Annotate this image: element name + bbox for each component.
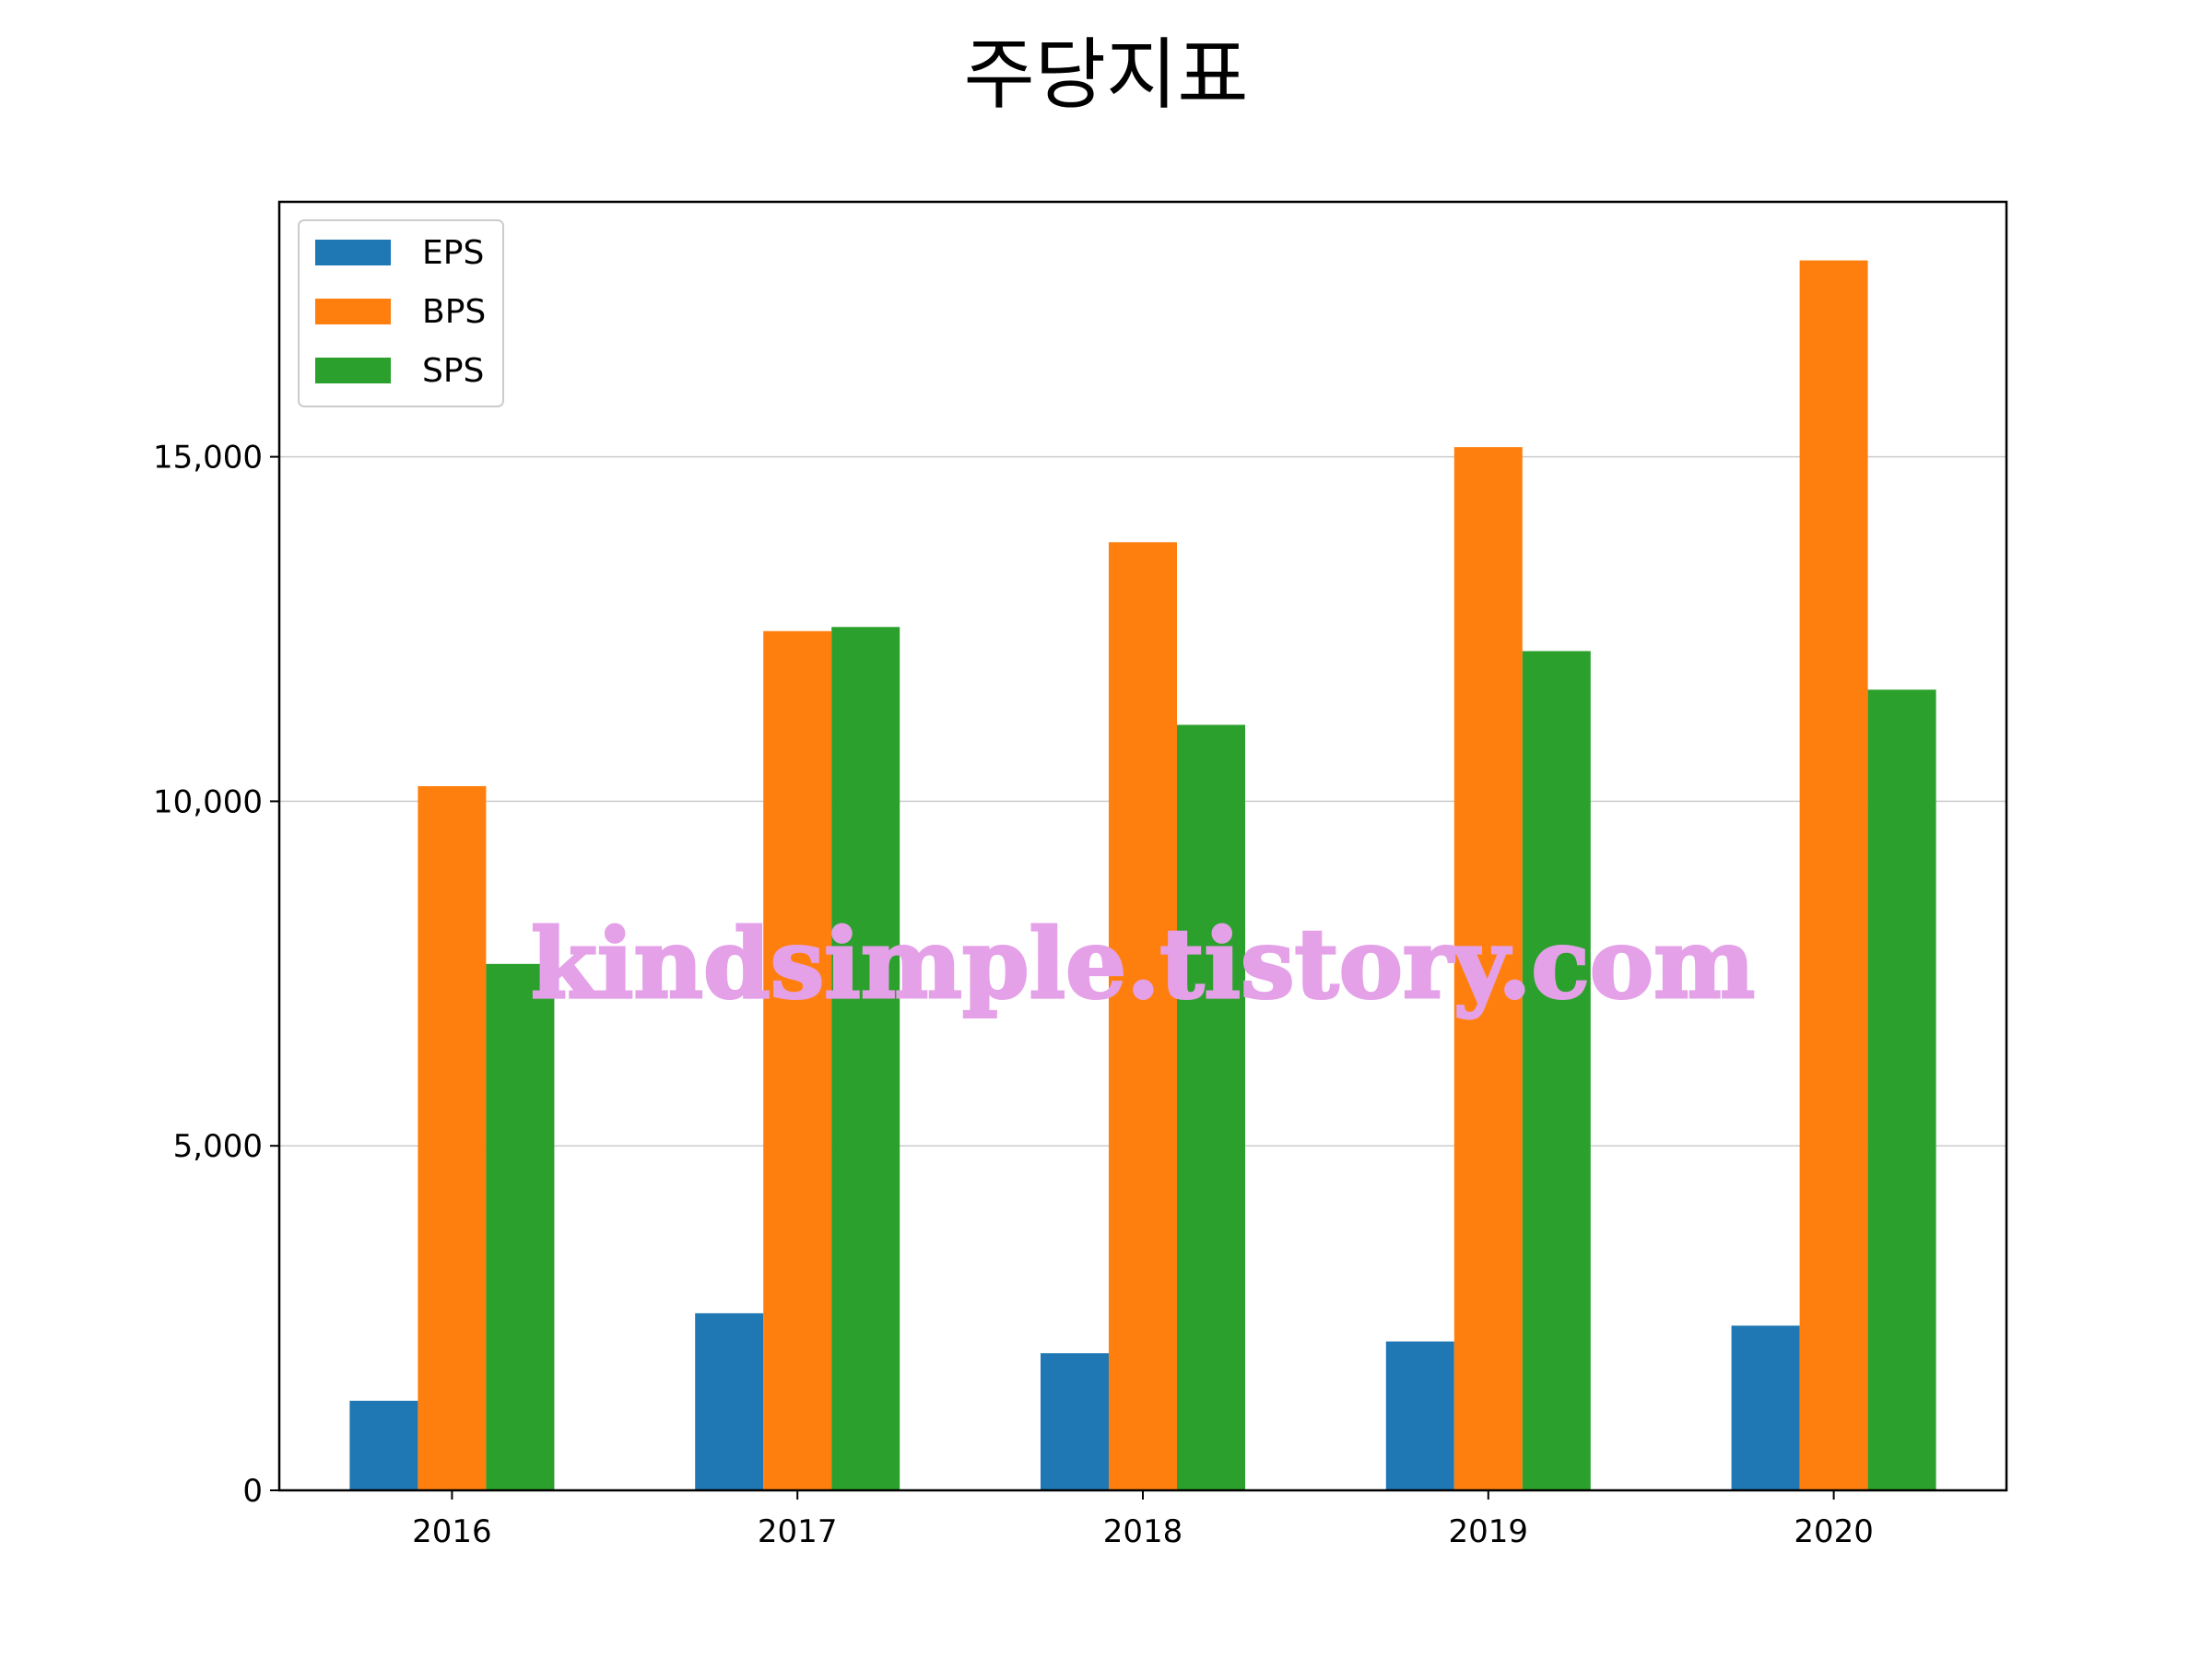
axes: 0 5,000 10,000 15,000 2016 2017 2018 2019 2020 [153,200,2008,1550]
bar-bps-2017 [763,630,832,1490]
x-tick-label: 2017 [758,1513,838,1550]
bar-bps-2016 [418,785,487,1490]
y-tick-label: 10,000 [153,783,263,820]
bar-eps-2018 [1041,1353,1109,1490]
bar-eps-2019 [1385,1341,1454,1490]
legend-label-eps: EPS [422,234,484,272]
legend-label-bps: BPS [422,293,486,331]
bar-eps-2016 [349,1400,418,1490]
bar-bps-2020 [1799,260,1868,1491]
bar-sps-2016 [486,963,555,1490]
y-tick-label: 15,000 [153,440,263,477]
x-tick-label: 2019 [1449,1513,1529,1550]
bars [349,260,1936,1491]
bar-eps-2017 [695,1312,764,1490]
watermark-text: kindsimple.tistory.com [531,907,1755,1020]
legend-swatch-sps [315,358,391,383]
bar-sps-2020 [1867,689,1936,1490]
y-tick-label: 0 [242,1473,263,1510]
bar-sps-2019 [1522,651,1591,1490]
bar-bps-2018 [1109,542,1177,1490]
bar-sps-2017 [831,627,900,1490]
y-tick-label: 5,000 [173,1128,263,1165]
chart-title: 주당지표 [963,29,1249,120]
legend-swatch-bps [315,299,391,324]
bar-sps-2018 [1177,724,1245,1490]
legend-label-sps: SPS [422,352,484,390]
legend: EPS BPS SPS [298,219,504,407]
x-tick-label: 2016 [412,1513,492,1550]
x-tick-label: 2020 [1794,1513,1874,1550]
bar-eps-2020 [1731,1325,1800,1490]
bar-bps-2019 [1453,447,1523,1490]
legend-swatch-eps [315,240,391,265]
x-tick-label: 2018 [1103,1513,1183,1550]
